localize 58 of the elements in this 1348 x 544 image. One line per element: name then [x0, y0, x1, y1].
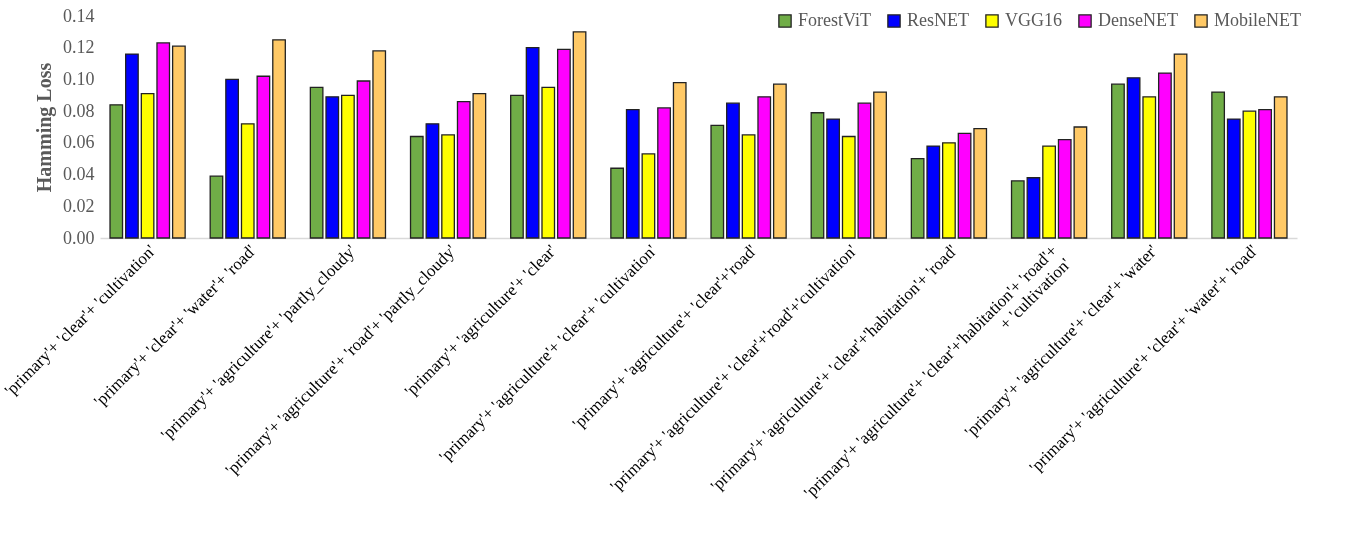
bar — [726, 102, 740, 239]
bar — [171, 45, 186, 239]
bar — [1242, 110, 1257, 239]
bar — [109, 104, 124, 239]
bar — [625, 108, 640, 239]
legend-label: ForestViT — [798, 10, 871, 30]
bar — [140, 93, 155, 239]
bar — [810, 112, 825, 239]
bar — [372, 50, 387, 239]
bar — [973, 127, 988, 239]
bar — [641, 153, 656, 239]
bar — [409, 135, 424, 239]
bar — [125, 53, 139, 239]
bar — [225, 78, 240, 239]
bar — [1273, 96, 1288, 239]
bar — [1026, 177, 1041, 239]
bar — [1226, 118, 1241, 239]
bar — [1042, 145, 1056, 239]
bar — [942, 142, 956, 239]
bar — [1258, 108, 1272, 239]
bar — [156, 42, 171, 239]
bar — [510, 94, 524, 239]
bar — [873, 91, 887, 239]
bar — [1173, 53, 1188, 239]
y-tick-label: 0.06 — [63, 132, 95, 153]
bar — [772, 83, 787, 239]
bar — [1010, 180, 1025, 239]
y-tick-label: 0.14 — [63, 5, 95, 26]
y-tick-label: 0.08 — [63, 100, 95, 121]
bar — [657, 107, 671, 239]
bar — [272, 39, 286, 239]
bar — [826, 118, 841, 239]
bar — [1211, 91, 1226, 239]
legend-label: ResNET — [907, 10, 969, 30]
bar — [425, 123, 440, 239]
bar — [356, 80, 371, 239]
legend-label: VGG16 — [1005, 10, 1062, 30]
bar — [610, 167, 625, 239]
y-tick-label: 0.00 — [63, 227, 95, 248]
bar — [710, 124, 725, 239]
bar — [672, 81, 687, 239]
bar — [957, 132, 972, 239]
bar — [1111, 83, 1125, 239]
y-axis-title: Hamming Loss — [33, 62, 56, 193]
bar — [757, 96, 772, 239]
bar — [341, 94, 355, 239]
bar — [441, 134, 455, 239]
legend-label: MobileNET — [1214, 10, 1301, 30]
bar — [1157, 72, 1172, 239]
bar — [741, 134, 756, 239]
bar — [572, 31, 587, 239]
y-tick-label: 0.02 — [63, 195, 95, 216]
y-tick-label: 0.12 — [63, 37, 95, 58]
bar — [209, 175, 224, 239]
y-tick-label: 0.10 — [63, 68, 95, 89]
legend-label: DenseNET — [1098, 10, 1178, 30]
bar — [556, 48, 571, 239]
y-tick-label: 0.04 — [63, 164, 95, 185]
